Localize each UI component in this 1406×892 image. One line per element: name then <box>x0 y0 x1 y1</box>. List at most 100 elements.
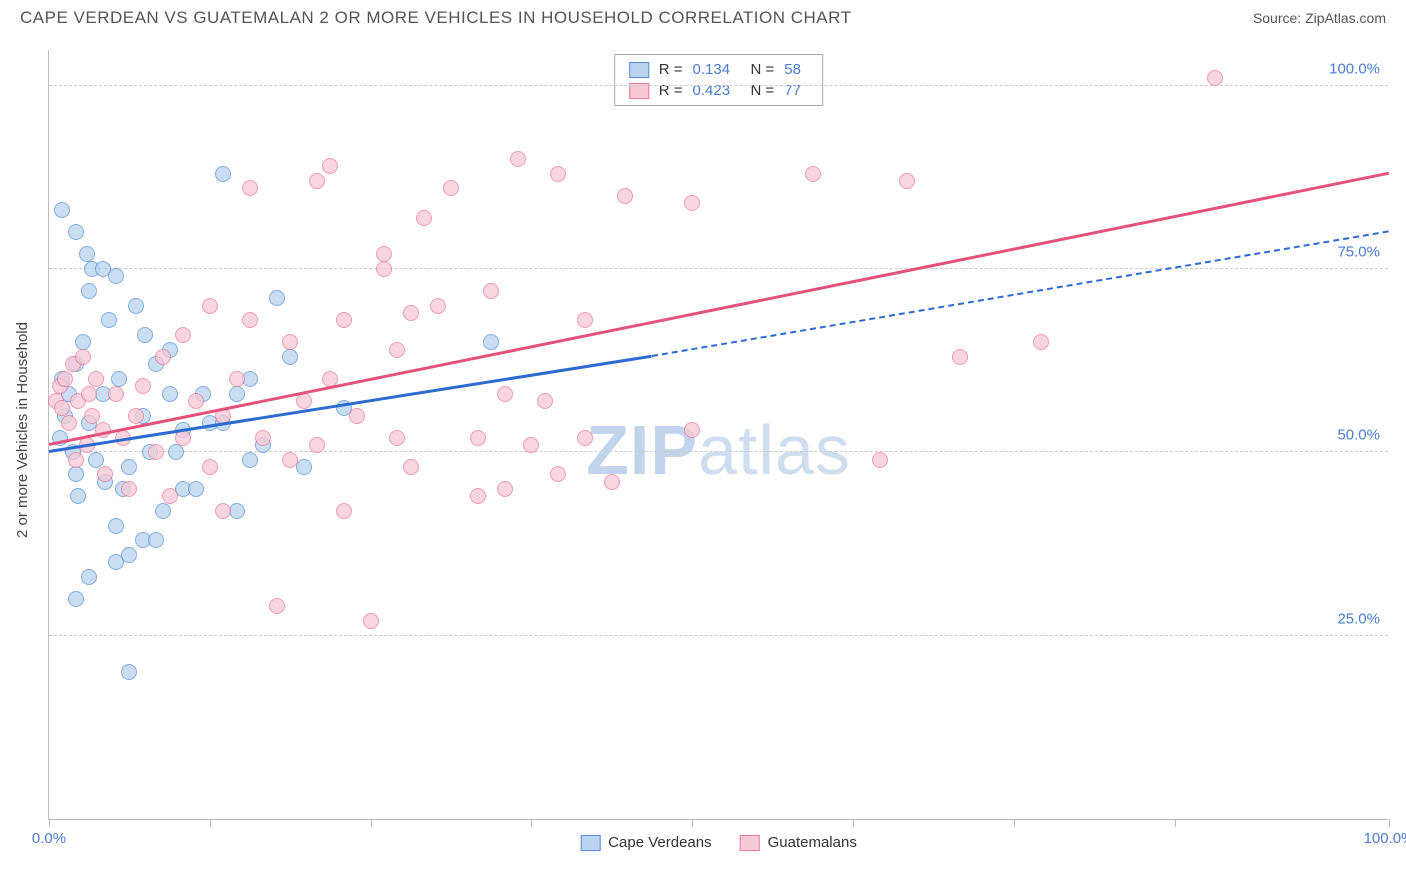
data-point <box>155 349 171 365</box>
data-point <box>282 349 298 365</box>
data-point <box>577 430 593 446</box>
data-point <box>269 290 285 306</box>
data-point <box>162 488 178 504</box>
xtick <box>531 819 532 827</box>
data-point <box>75 334 91 350</box>
data-point <box>1033 334 1049 350</box>
data-point <box>389 342 405 358</box>
regression-line <box>49 355 652 453</box>
legend-label-1: Cape Verdeans <box>608 834 711 851</box>
data-point <box>215 503 231 519</box>
data-point <box>349 408 365 424</box>
data-point <box>202 459 218 475</box>
data-point <box>84 408 100 424</box>
data-point <box>68 452 84 468</box>
data-point <box>79 246 95 262</box>
scatter-chart: ZIPatlas R = 0.134 N = 58 R = 0.423 N = … <box>48 50 1388 820</box>
data-point <box>202 298 218 314</box>
data-point <box>389 430 405 446</box>
data-point <box>68 591 84 607</box>
data-point <box>309 173 325 189</box>
data-point <box>57 371 73 387</box>
data-point <box>81 569 97 585</box>
stats-row-2: R = 0.423 N = 77 <box>629 80 809 101</box>
data-point <box>88 452 104 468</box>
xtick <box>1175 819 1176 827</box>
data-point <box>403 459 419 475</box>
data-point <box>188 393 204 409</box>
data-point <box>430 298 446 314</box>
data-point <box>336 503 352 519</box>
data-point <box>242 180 258 196</box>
data-point <box>121 547 137 563</box>
n-value-1: 58 <box>784 61 808 78</box>
ytick-label: 25.0% <box>1337 610 1380 627</box>
data-point <box>162 386 178 402</box>
chart-title: CAPE VERDEAN VS GUATEMALAN 2 OR MORE VEH… <box>20 8 852 28</box>
ytick-label: 50.0% <box>1337 427 1380 444</box>
data-point <box>135 378 151 394</box>
data-point <box>537 393 553 409</box>
xtick <box>692 819 693 827</box>
swatch-series2 <box>740 835 760 851</box>
source-attribution: Source: ZipAtlas.com <box>1253 10 1386 26</box>
xtick <box>1389 819 1390 827</box>
data-point <box>75 349 91 365</box>
data-point <box>336 312 352 328</box>
y-axis-label: 2 or more Vehicles in Household <box>14 322 31 538</box>
data-point <box>550 466 566 482</box>
data-point <box>68 466 84 482</box>
data-point <box>523 437 539 453</box>
data-point <box>416 210 432 226</box>
gridline-h <box>49 268 1388 269</box>
data-point <box>805 166 821 182</box>
data-point <box>70 488 86 504</box>
ytick-label: 100.0% <box>1329 60 1380 77</box>
data-point <box>128 298 144 314</box>
data-point <box>229 371 245 387</box>
legend-item-1: Cape Verdeans <box>580 834 711 851</box>
data-point <box>617 188 633 204</box>
data-point <box>148 532 164 548</box>
data-point <box>497 386 513 402</box>
data-point <box>215 166 231 182</box>
regression-line <box>652 230 1389 357</box>
data-point <box>61 415 77 431</box>
xtick <box>210 819 211 827</box>
data-point <box>872 452 888 468</box>
series-legend: Cape Verdeans Guatemalans <box>580 834 857 851</box>
data-point <box>470 430 486 446</box>
stats-row-1: R = 0.134 N = 58 <box>629 59 809 80</box>
data-point <box>483 283 499 299</box>
data-point <box>155 503 171 519</box>
data-point <box>322 158 338 174</box>
legend-label-2: Guatemalans <box>768 834 857 851</box>
stats-legend: R = 0.134 N = 58 R = 0.423 N = 77 <box>614 54 824 106</box>
data-point <box>108 386 124 402</box>
data-point <box>309 437 325 453</box>
data-point <box>168 444 184 460</box>
data-point <box>403 305 419 321</box>
data-point <box>121 459 137 475</box>
data-point <box>255 430 271 446</box>
data-point <box>604 474 620 490</box>
data-point <box>175 327 191 343</box>
data-point <box>443 180 459 196</box>
legend-item-2: Guatemalans <box>740 834 857 851</box>
data-point <box>54 202 70 218</box>
data-point <box>88 371 104 387</box>
data-point <box>470 488 486 504</box>
data-point <box>296 393 312 409</box>
ytick-label: 75.0% <box>1337 244 1380 261</box>
data-point <box>483 334 499 350</box>
gridline-h <box>49 85 1388 86</box>
data-point <box>128 408 144 424</box>
data-point <box>108 518 124 534</box>
data-point <box>269 598 285 614</box>
r-value-1: 0.134 <box>693 61 741 78</box>
data-point <box>376 246 392 262</box>
data-point <box>188 481 204 497</box>
data-point <box>97 466 113 482</box>
xtick <box>371 819 372 827</box>
data-point <box>282 452 298 468</box>
